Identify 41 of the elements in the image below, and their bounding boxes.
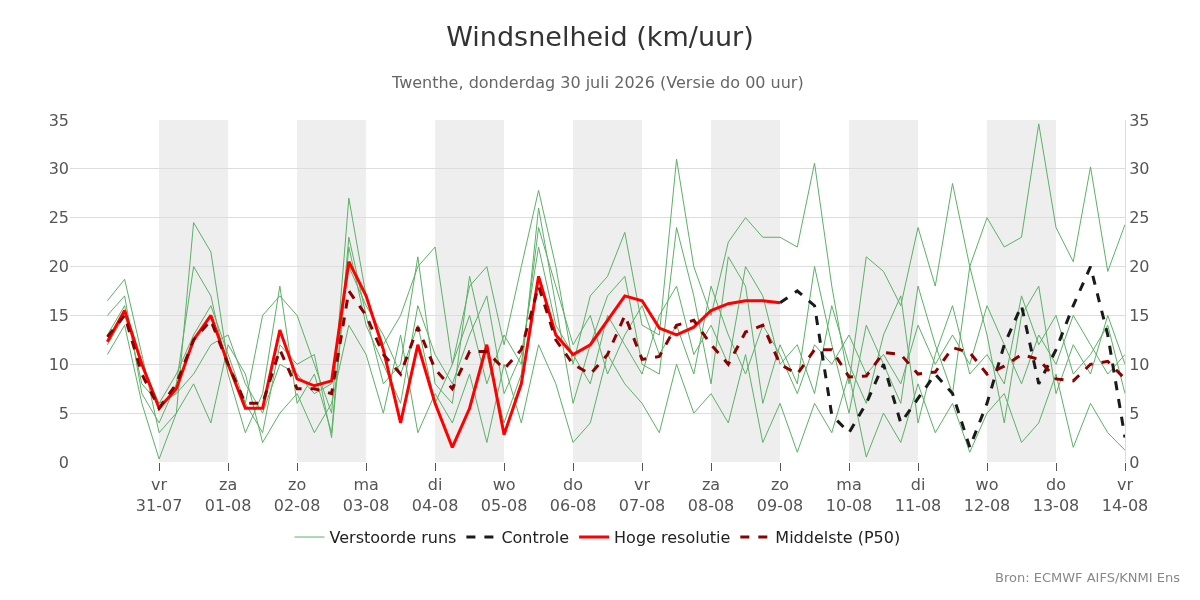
chart-title: Windsnelheid (km/uur) [446, 20, 754, 52]
y2-tick-label: 15 [1129, 306, 1150, 326]
legend-label: Hoge resolutie [614, 528, 731, 548]
x-tick-label: za 08-08 [687, 475, 735, 515]
y-tick-label: 15 [48, 306, 69, 326]
x-tick-label: zo 09-08 [756, 475, 804, 515]
x-tick-label: wo 12-08 [963, 475, 1011, 515]
y2-tick-label: 30 [1129, 159, 1150, 179]
y2-tick-label: 35 [1129, 110, 1150, 130]
line-series [105, 284, 1125, 410]
y2-tick-label: 10 [1129, 354, 1150, 374]
legend-label: Middelste (P50) [775, 528, 901, 548]
x-tick-label: vr 07-08 [618, 475, 666, 515]
y2-tick-label: 0 [1129, 452, 1140, 472]
x-tick-label: ma 03-08 [342, 475, 390, 515]
y2-tick-label: 20 [1129, 257, 1150, 277]
x-tick-label: di 04-08 [411, 475, 459, 515]
y-tick-label: 10 [48, 354, 69, 374]
text: Bron: ECMWF AIFS/KNMI Ens [995, 570, 1181, 585]
x-tick-label: di 11-08 [894, 475, 942, 515]
y-tick-label: 35 [48, 110, 69, 130]
y-tick-label: 0 [58, 452, 69, 472]
y-tick-label: 20 [48, 257, 69, 277]
line-series [778, 265, 1125, 449]
y2-tick-label: 25 [1129, 208, 1150, 228]
legend-label: Controle [501, 528, 570, 548]
x-tick-label: do 06-08 [549, 475, 597, 515]
y2-tick-label: 5 [1129, 403, 1140, 423]
legend-label: Verstoorde runs [329, 528, 457, 548]
y-tick-label: 5 [58, 403, 69, 423]
x-tick-label: ma 10-08 [825, 475, 873, 515]
y-tick-label: 30 [48, 159, 69, 179]
x-tick-label: vr 14-08 [1101, 475, 1149, 515]
x-tick-label: vr 31-07 [135, 475, 183, 515]
x-tick-label: za 01-08 [204, 475, 252, 515]
y-tick-label: 25 [48, 208, 69, 228]
x-tick-label: zo 02-08 [273, 475, 321, 515]
x-tick-label: do 13-08 [1032, 475, 1080, 515]
chart-subtitle: Twenthe, donderdag 30 juli 2026 (Versie do 00 uur) [391, 73, 804, 92]
line-series [105, 260, 782, 449]
x-tick-label: wo 05-08 [480, 475, 528, 515]
